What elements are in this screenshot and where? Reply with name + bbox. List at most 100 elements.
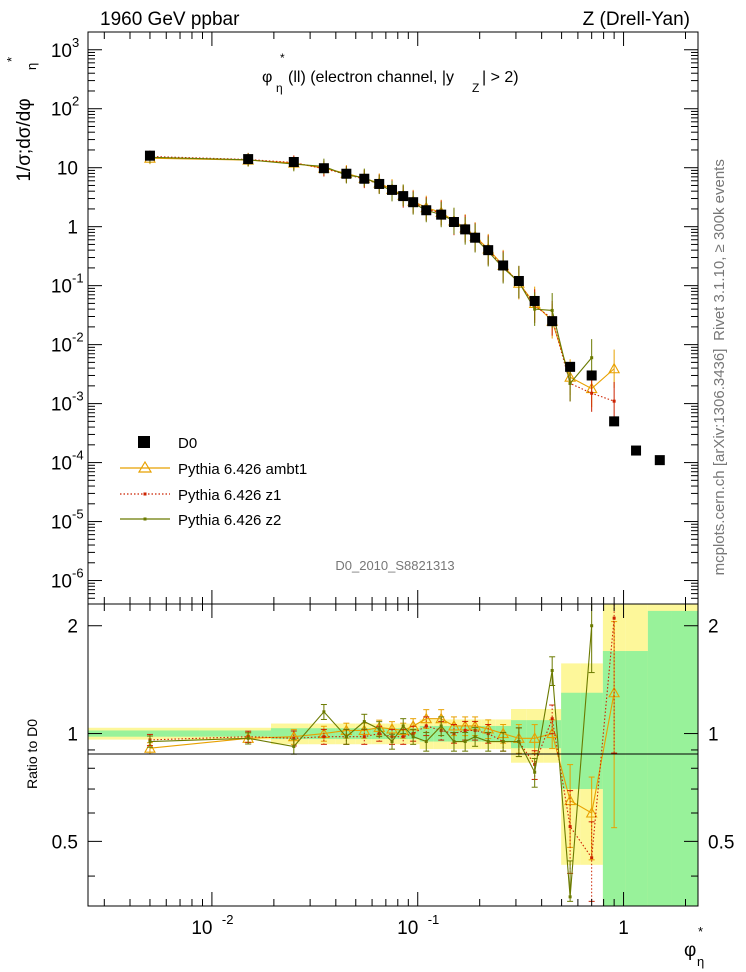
series-point xyxy=(612,399,616,403)
y-tick-label-ratio: 2 xyxy=(67,617,78,638)
series-point xyxy=(550,308,554,312)
ratio-band-green xyxy=(355,728,372,740)
x-axis-label-eta: η xyxy=(697,954,704,969)
ratio-plot-series xyxy=(144,604,621,902)
x-tick-label-exp: -1 xyxy=(428,912,440,927)
ratio-band-green xyxy=(199,730,271,737)
ratio-point xyxy=(517,740,521,744)
d0-data-point xyxy=(448,217,459,228)
d0-data-point xyxy=(565,361,576,372)
header-left: 1960 GeV ppbar xyxy=(100,9,240,30)
d0-data-point xyxy=(460,224,471,235)
y-tick-label-main: 10 xyxy=(51,277,72,298)
legend-entry-d0: D0 xyxy=(138,435,197,452)
axis-ticks xyxy=(88,31,698,906)
y-tick-label-main: 10 xyxy=(51,513,72,534)
ratio-band-green xyxy=(335,728,356,740)
series-line-1 xyxy=(149,155,615,402)
ratio-point xyxy=(590,856,594,860)
y-tick-label-ratio-right: 1 xyxy=(708,725,719,746)
ratio-point xyxy=(401,724,405,728)
ratio-band-green xyxy=(88,730,200,737)
y-tick-label-main-exp: 2 xyxy=(72,94,79,109)
y-tick-label-main: 10 xyxy=(51,336,72,357)
y-tick-label-main-exp: -5 xyxy=(72,507,84,522)
ratio-band-green xyxy=(270,728,309,740)
y-tick-label-main-exp: 3 xyxy=(72,35,79,50)
d0-data-point xyxy=(288,156,299,167)
legend-label-z2: Pythia 6.426 z2 xyxy=(178,512,281,529)
ratio-point xyxy=(439,724,443,728)
y-axis-label-ratio: Ratio to D0 xyxy=(24,719,40,789)
legend-label-d0: D0 xyxy=(178,435,197,452)
ratio-point xyxy=(377,727,381,731)
ratio-point-ambt1 xyxy=(528,732,541,743)
ratio-point xyxy=(322,710,326,714)
legend-marker-z1 xyxy=(143,492,147,496)
plot-title-end: | > 2) xyxy=(482,69,519,86)
d0-data-point xyxy=(144,150,155,161)
x-axis-label-star: * xyxy=(698,924,703,939)
ratio-point xyxy=(473,735,477,739)
y-tick-label-main: 10 xyxy=(51,100,72,121)
plot-title-eta: η xyxy=(276,81,283,95)
ratio-point xyxy=(452,740,456,744)
y-axis-label-main-text: 1/σ;dσ/dφ xyxy=(14,98,35,181)
d0-data-point xyxy=(586,370,597,381)
d0-data-point xyxy=(483,245,494,256)
y-axis-label-main-sub: η xyxy=(24,63,39,70)
legend: D0 Pythia 6.426 ambt1 Pythia 6.426 z1 Py… xyxy=(120,435,307,529)
x-tick-label: 10 xyxy=(191,918,212,939)
d0-data-point xyxy=(318,163,329,174)
ratio-point xyxy=(501,740,505,744)
d0-data-point xyxy=(374,178,385,189)
y-tick-label-main: 10 xyxy=(57,159,78,180)
series-line-0 xyxy=(149,157,615,390)
y-tick-label-main-exp: -6 xyxy=(72,566,84,581)
ratio-point xyxy=(568,895,572,899)
series-point xyxy=(590,391,594,395)
ratio-line-2 xyxy=(149,625,593,897)
ratio-point xyxy=(390,740,394,744)
d0-data-point xyxy=(408,197,419,208)
series-point-ambt1 xyxy=(608,362,621,374)
ratio-point-ambt1 xyxy=(546,727,559,739)
legend-entry-z2: Pythia 6.426 z2 xyxy=(120,512,281,529)
d0-data-point xyxy=(529,295,540,306)
ratio-point xyxy=(463,728,467,732)
series-point xyxy=(590,356,594,360)
legend-marker-ambt1 xyxy=(137,460,153,473)
d0-data-point xyxy=(547,316,558,327)
plot-title-phi: φ xyxy=(262,69,272,86)
ratio-point xyxy=(148,740,152,744)
ratio-point xyxy=(322,735,326,739)
ratio-plot-frame xyxy=(87,603,699,907)
ratio-point xyxy=(568,825,572,829)
ratio-point-ambt1 xyxy=(564,794,577,806)
watermark: D0_2010_S8821313 xyxy=(335,558,454,573)
d0-data-point xyxy=(359,173,370,184)
d0-data-point xyxy=(243,154,254,165)
legend-label-ambt1: Pythia 6.426 ambt1 xyxy=(178,461,307,478)
ratio-point xyxy=(362,720,366,724)
x-tick-label-exp: -2 xyxy=(222,912,234,927)
ratio-point xyxy=(344,735,348,739)
d0-data-point xyxy=(341,168,352,179)
d0-data-point xyxy=(387,184,398,195)
d0-data-point xyxy=(398,191,409,202)
ratio-point xyxy=(292,736,296,740)
ratio-point xyxy=(486,740,490,744)
main-plot-series xyxy=(144,150,665,466)
ratio-point xyxy=(533,770,537,774)
y-tick-label-main: 10 xyxy=(51,41,72,62)
d0-data-point xyxy=(421,205,432,216)
plot-title-z: Z xyxy=(472,81,479,95)
series-line-2 xyxy=(149,156,593,385)
ratio-point-ambt1 xyxy=(420,712,433,724)
legend-marker-d0 xyxy=(138,436,150,448)
legend-marker-z2 xyxy=(143,517,147,521)
y-tick-label-main: 10 xyxy=(51,454,72,475)
y-tick-label-ratio: 1 xyxy=(67,725,78,746)
ratio-point xyxy=(424,724,428,728)
y-tick-label-main: 10 xyxy=(51,395,72,416)
